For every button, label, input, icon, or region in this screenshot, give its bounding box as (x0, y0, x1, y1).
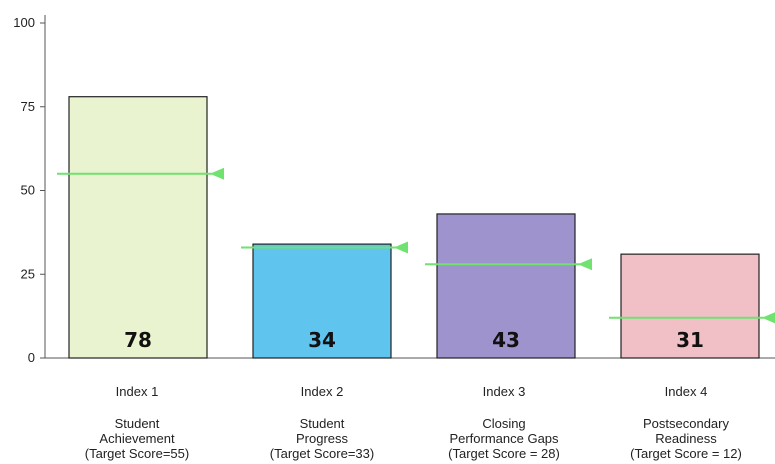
bars: 78 34 43 31 (68, 96, 760, 359)
category-index-label: Index 4 (665, 384, 708, 399)
category-index-label: Index 1 (116, 384, 159, 399)
y-tick-label: 75 (21, 99, 35, 114)
category-name-label: Closing (482, 416, 525, 431)
y-tick-label: 50 (21, 183, 35, 198)
bar-value-label: 43 (492, 328, 520, 352)
target-arrow-icon (210, 167, 224, 180)
category-index-label: Index 3 (483, 384, 526, 399)
bar (620, 253, 760, 359)
category-target-label: (Target Score=33) (270, 446, 374, 461)
category-target-label: (Target Score = 12) (630, 446, 742, 461)
bar (436, 213, 576, 359)
y-tick-label: 0 (28, 350, 35, 365)
category-target-label: (Target Score = 28) (448, 446, 560, 461)
bar (68, 96, 208, 359)
bar (252, 243, 392, 359)
target-arrow-icon (578, 258, 592, 271)
bar-value-label: 31 (676, 328, 704, 352)
category-name-label: Readiness (655, 431, 717, 446)
category-index-label: Index 2 (301, 384, 344, 399)
category-name-label: Progress (296, 431, 349, 446)
target-arrow-icon (762, 312, 775, 324)
y-tick-label: 100 (13, 15, 35, 30)
category-target-label: (Target Score=55) (85, 446, 189, 461)
bar-value-label: 34 (308, 328, 336, 352)
y-tick-label: 25 (21, 266, 35, 281)
target-markers (57, 167, 775, 324)
target-arrow-icon (394, 241, 408, 254)
category-name-label: Student (115, 416, 160, 431)
category-name-label: Performance Gaps (449, 431, 559, 446)
category-name-label: Postsecondary (643, 416, 729, 431)
category-name-label: Student (300, 416, 345, 431)
bar-value-label: 78 (124, 328, 152, 352)
category-name-label: Achievement (99, 431, 175, 446)
